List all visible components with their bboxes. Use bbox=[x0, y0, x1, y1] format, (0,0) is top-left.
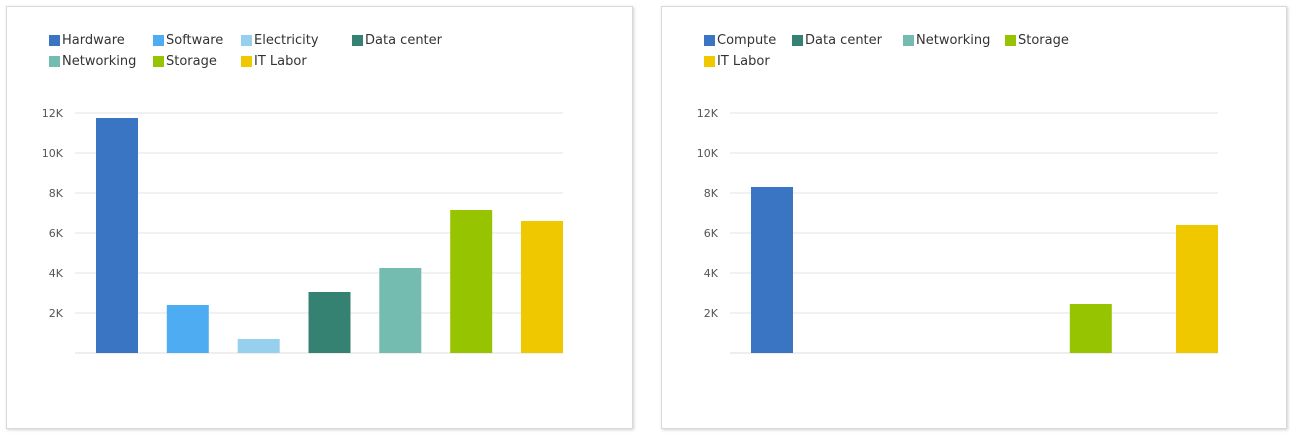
bar-chart-plot: 2K 4K 6K 8K 10K 12K bbox=[42, 107, 563, 354]
y-tick-label: 6K bbox=[49, 227, 64, 240]
legend-swatch bbox=[903, 34, 914, 46]
y-tick-label: 2K bbox=[704, 307, 719, 320]
bar-it-labor[interactable] bbox=[1176, 225, 1218, 353]
legend-label: Storage bbox=[166, 53, 217, 69]
legend-swatch bbox=[241, 55, 252, 67]
legend-swatch bbox=[704, 55, 715, 67]
legend-label: Hardware bbox=[62, 32, 125, 48]
bar-chart-plot: 2K 4K 6K 8K 10K 12K bbox=[697, 107, 1218, 354]
bar-storage[interactable] bbox=[1069, 304, 1112, 353]
legend-label: Compute bbox=[717, 32, 777, 48]
legend-label: Storage bbox=[1018, 32, 1069, 48]
y-tick-label: 10K bbox=[42, 147, 64, 160]
bar-storage[interactable] bbox=[450, 210, 493, 353]
legend-item-it-labor[interactable]: IT Labor bbox=[241, 52, 307, 70]
legend-swatch bbox=[1005, 34, 1016, 46]
legend-swatch bbox=[153, 55, 164, 67]
y-tick-label: 4K bbox=[704, 267, 719, 280]
legend-item-software[interactable]: Software bbox=[153, 31, 223, 49]
legend-swatch bbox=[49, 34, 60, 46]
legend-label: Data center bbox=[365, 32, 442, 48]
chart-legend: Compute Data center Networking Storage IT La… bbox=[662, 7, 1286, 87]
y-tick-label: 8K bbox=[49, 187, 64, 200]
legend-label: Networking bbox=[916, 32, 991, 48]
y-tick-label: 2K bbox=[49, 307, 64, 320]
chart-legend: Hardware Software Electricity Data center Ne… bbox=[7, 7, 632, 87]
y-tick-label: 12K bbox=[42, 107, 64, 120]
legend-item-storage[interactable]: Storage bbox=[153, 52, 217, 70]
y-tick-label: 12K bbox=[697, 107, 719, 120]
bar-hardware[interactable] bbox=[96, 118, 138, 353]
legend-label: Software bbox=[166, 32, 224, 48]
onpremises-cost-chart-panel: Hardware Software Electricity Data center Ne… bbox=[6, 6, 633, 429]
legend-item-hardware[interactable]: Hardware bbox=[49, 31, 125, 49]
y-tick-label: 8K bbox=[704, 187, 719, 200]
legend-item-networking[interactable]: Networking bbox=[903, 31, 990, 49]
bar-networking[interactable] bbox=[379, 268, 422, 353]
y-tick-label: 10K bbox=[697, 147, 719, 160]
legend-item-compute[interactable]: Compute bbox=[704, 31, 776, 49]
bar-compute[interactable] bbox=[751, 187, 793, 353]
legend-label: IT Labor bbox=[254, 53, 307, 69]
bar-it-labor[interactable] bbox=[521, 221, 563, 353]
legend-item-data-center[interactable]: Data center bbox=[352, 31, 442, 49]
legend-swatch bbox=[352, 34, 363, 46]
y-tick-label: 4K bbox=[49, 267, 64, 280]
legend-item-electricity[interactable]: Electricity bbox=[241, 31, 319, 49]
legend-item-it-labor[interactable]: IT Labor bbox=[704, 52, 770, 70]
legend-swatch bbox=[49, 55, 60, 67]
bar-software[interactable] bbox=[166, 305, 209, 353]
legend-swatch bbox=[792, 34, 803, 46]
legend-swatch bbox=[153, 34, 164, 46]
legend-label: Electricity bbox=[254, 32, 319, 48]
legend-label: Networking bbox=[62, 53, 137, 69]
legend-item-storage[interactable]: Storage bbox=[1005, 31, 1069, 49]
legend-item-data-center[interactable]: Data center bbox=[792, 31, 882, 49]
legend-label: IT Labor bbox=[717, 53, 770, 69]
y-tick-label: 6K bbox=[704, 227, 719, 240]
azure-cost-chart-panel: Compute Data center Networking Storage IT La… bbox=[661, 6, 1287, 429]
legend-swatch bbox=[704, 34, 715, 46]
bar-electricity[interactable] bbox=[237, 339, 280, 353]
bar-data-center[interactable] bbox=[308, 292, 351, 353]
legend-label: Data center bbox=[805, 32, 882, 48]
legend-swatch bbox=[241, 34, 252, 46]
legend-item-networking[interactable]: Networking bbox=[49, 52, 136, 70]
